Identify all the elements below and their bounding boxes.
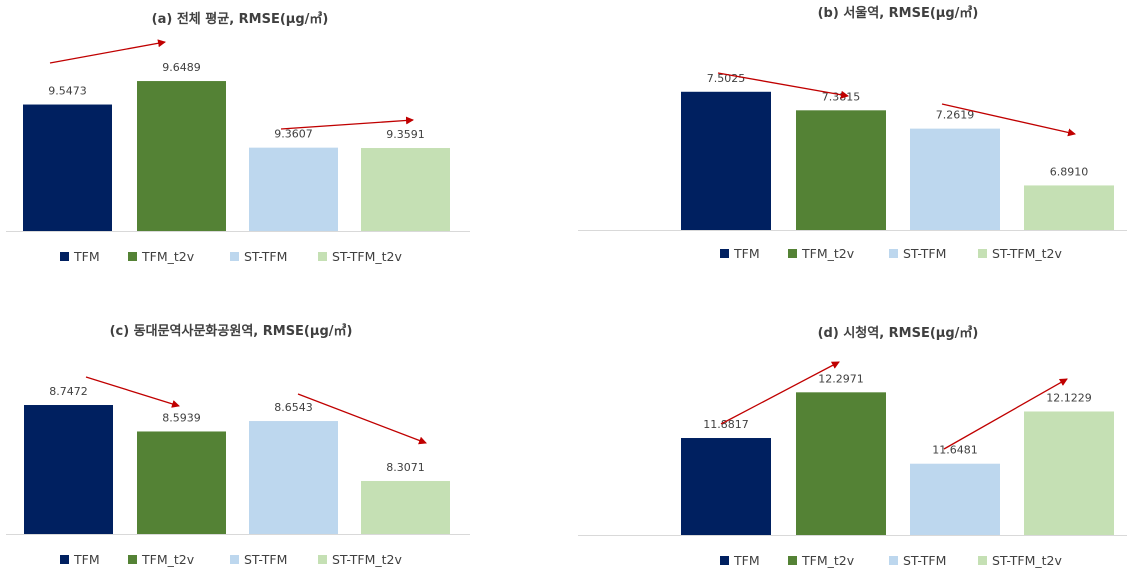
legend-label: ST-TFM_t2v (992, 553, 1063, 568)
legend-label: TFM (73, 552, 100, 567)
legend-label: TFM_t2v (141, 552, 195, 567)
chart-panel-c: (c) 동대문역사문화공원역, RMSE(μg/㎥) 8.7472 8.5939 8.… (6, 323, 470, 567)
legend-swatch-st-tfm (889, 249, 898, 258)
bar-tfm_t2v (137, 431, 226, 534)
legend-swatch-tfm (720, 556, 729, 565)
legend-label: TFM (73, 249, 100, 264)
bar-st-tfm (249, 421, 338, 534)
data-label: 8.6543 (274, 401, 313, 414)
legend-label: TFM_t2v (801, 246, 855, 261)
data-label: 7.2619 (936, 109, 975, 122)
legend-swatch-st-tfm_t2v (978, 249, 987, 258)
data-label: 11.8817 (703, 418, 749, 431)
data-label: 8.3071 (386, 461, 425, 474)
legend-label: ST-TFM_t2v (332, 552, 403, 567)
legend-swatch-tfm (720, 249, 729, 258)
trend-arrow (297, 393, 427, 445)
trend-arrow (943, 378, 1068, 450)
legend-label: ST-TFM_t2v (332, 249, 403, 264)
data-label: 9.5473 (48, 85, 87, 98)
legend-swatch-tfm_t2v (788, 556, 797, 565)
bar-st-tfm_t2v (1024, 411, 1114, 535)
legend-swatch-tfm_t2v (128, 555, 137, 564)
legend-swatch-tfm_t2v (788, 249, 797, 258)
legend-label: ST-TFM (903, 246, 946, 261)
legend-swatch-st-tfm (230, 555, 239, 564)
legend-label: ST-TFM (903, 553, 946, 568)
chart-panel-a: (a) 전체 평균, RMSE(μg/㎥) 9.5473 9.6489 9.3607 9… (6, 11, 470, 264)
bar-tfm (23, 104, 112, 231)
legend-label: ST-TFM (244, 552, 287, 567)
legend-label: ST-TFM_t2v (992, 246, 1063, 261)
data-label: 7.5025 (707, 72, 746, 85)
trend-arrow (720, 361, 840, 425)
chart-panel-d: (d) 시청역, RMSE(μg/㎥) 11.8817 12.2971 11.6481… (578, 325, 1127, 568)
bar-st-tfm_t2v (361, 480, 450, 534)
legend-swatch-st-tfm_t2v (318, 252, 327, 261)
data-label: 6.8910 (1050, 165, 1089, 178)
legend-label: TFM_t2v (801, 553, 855, 568)
bar-tfm (681, 438, 771, 535)
legend-swatch-tfm_t2v (128, 252, 137, 261)
chart-title: (d) 시청역, RMSE(μg/㎥) (818, 325, 979, 341)
data-label: 9.6489 (162, 61, 201, 74)
bar-st-tfm_t2v (1024, 185, 1114, 230)
bar-tfm (681, 91, 771, 230)
legend-swatch-tfm (60, 555, 69, 564)
legend-swatch-st-tfm_t2v (978, 556, 987, 565)
data-label: 8.7472 (49, 385, 88, 398)
data-label: 12.2971 (818, 372, 864, 385)
data-label: 11.6481 (932, 444, 978, 457)
bar-tfm_t2v (796, 392, 886, 535)
trend-arrow (85, 376, 180, 408)
trend-arrow (941, 103, 1076, 137)
bar-st-tfm (249, 147, 338, 231)
chart-panel-b: (b) 서울역, RMSE(μg/㎥)7.50257.38157.26196.8… (578, 5, 1127, 261)
bar-tfm_t2v (137, 81, 226, 231)
legend-label: TFM (733, 553, 760, 568)
legend-label: TFM_t2v (141, 249, 195, 264)
bar-tfm_t2v (796, 110, 886, 230)
bar-st-tfm_t2v (361, 148, 450, 231)
data-label: 12.1229 (1046, 391, 1092, 404)
chart-title: (b) 서울역, RMSE(μg/㎥) (818, 5, 979, 21)
bar-st-tfm (910, 463, 1000, 535)
trend-arrow (49, 39, 166, 64)
chart-title: (a) 전체 평균, RMSE(μg/㎥) (152, 11, 329, 27)
trend-arrow (280, 116, 414, 130)
legend-label: TFM (733, 246, 760, 261)
data-label: 9.3591 (386, 128, 425, 141)
legend-swatch-st-tfm (889, 556, 898, 565)
legend-swatch-st-tfm_t2v (318, 555, 327, 564)
bar-tfm (24, 405, 113, 534)
bar-st-tfm (910, 128, 1000, 230)
data-label: 8.5939 (162, 411, 201, 424)
data-label: 9.3607 (274, 128, 313, 141)
legend-label: ST-TFM (244, 249, 287, 264)
legend-swatch-st-tfm (230, 252, 239, 261)
chart-title: (c) 동대문역사문화공원역, RMSE(μg/㎥) (110, 323, 353, 339)
trend-arrow (717, 72, 849, 99)
legend-swatch-tfm (60, 252, 69, 261)
